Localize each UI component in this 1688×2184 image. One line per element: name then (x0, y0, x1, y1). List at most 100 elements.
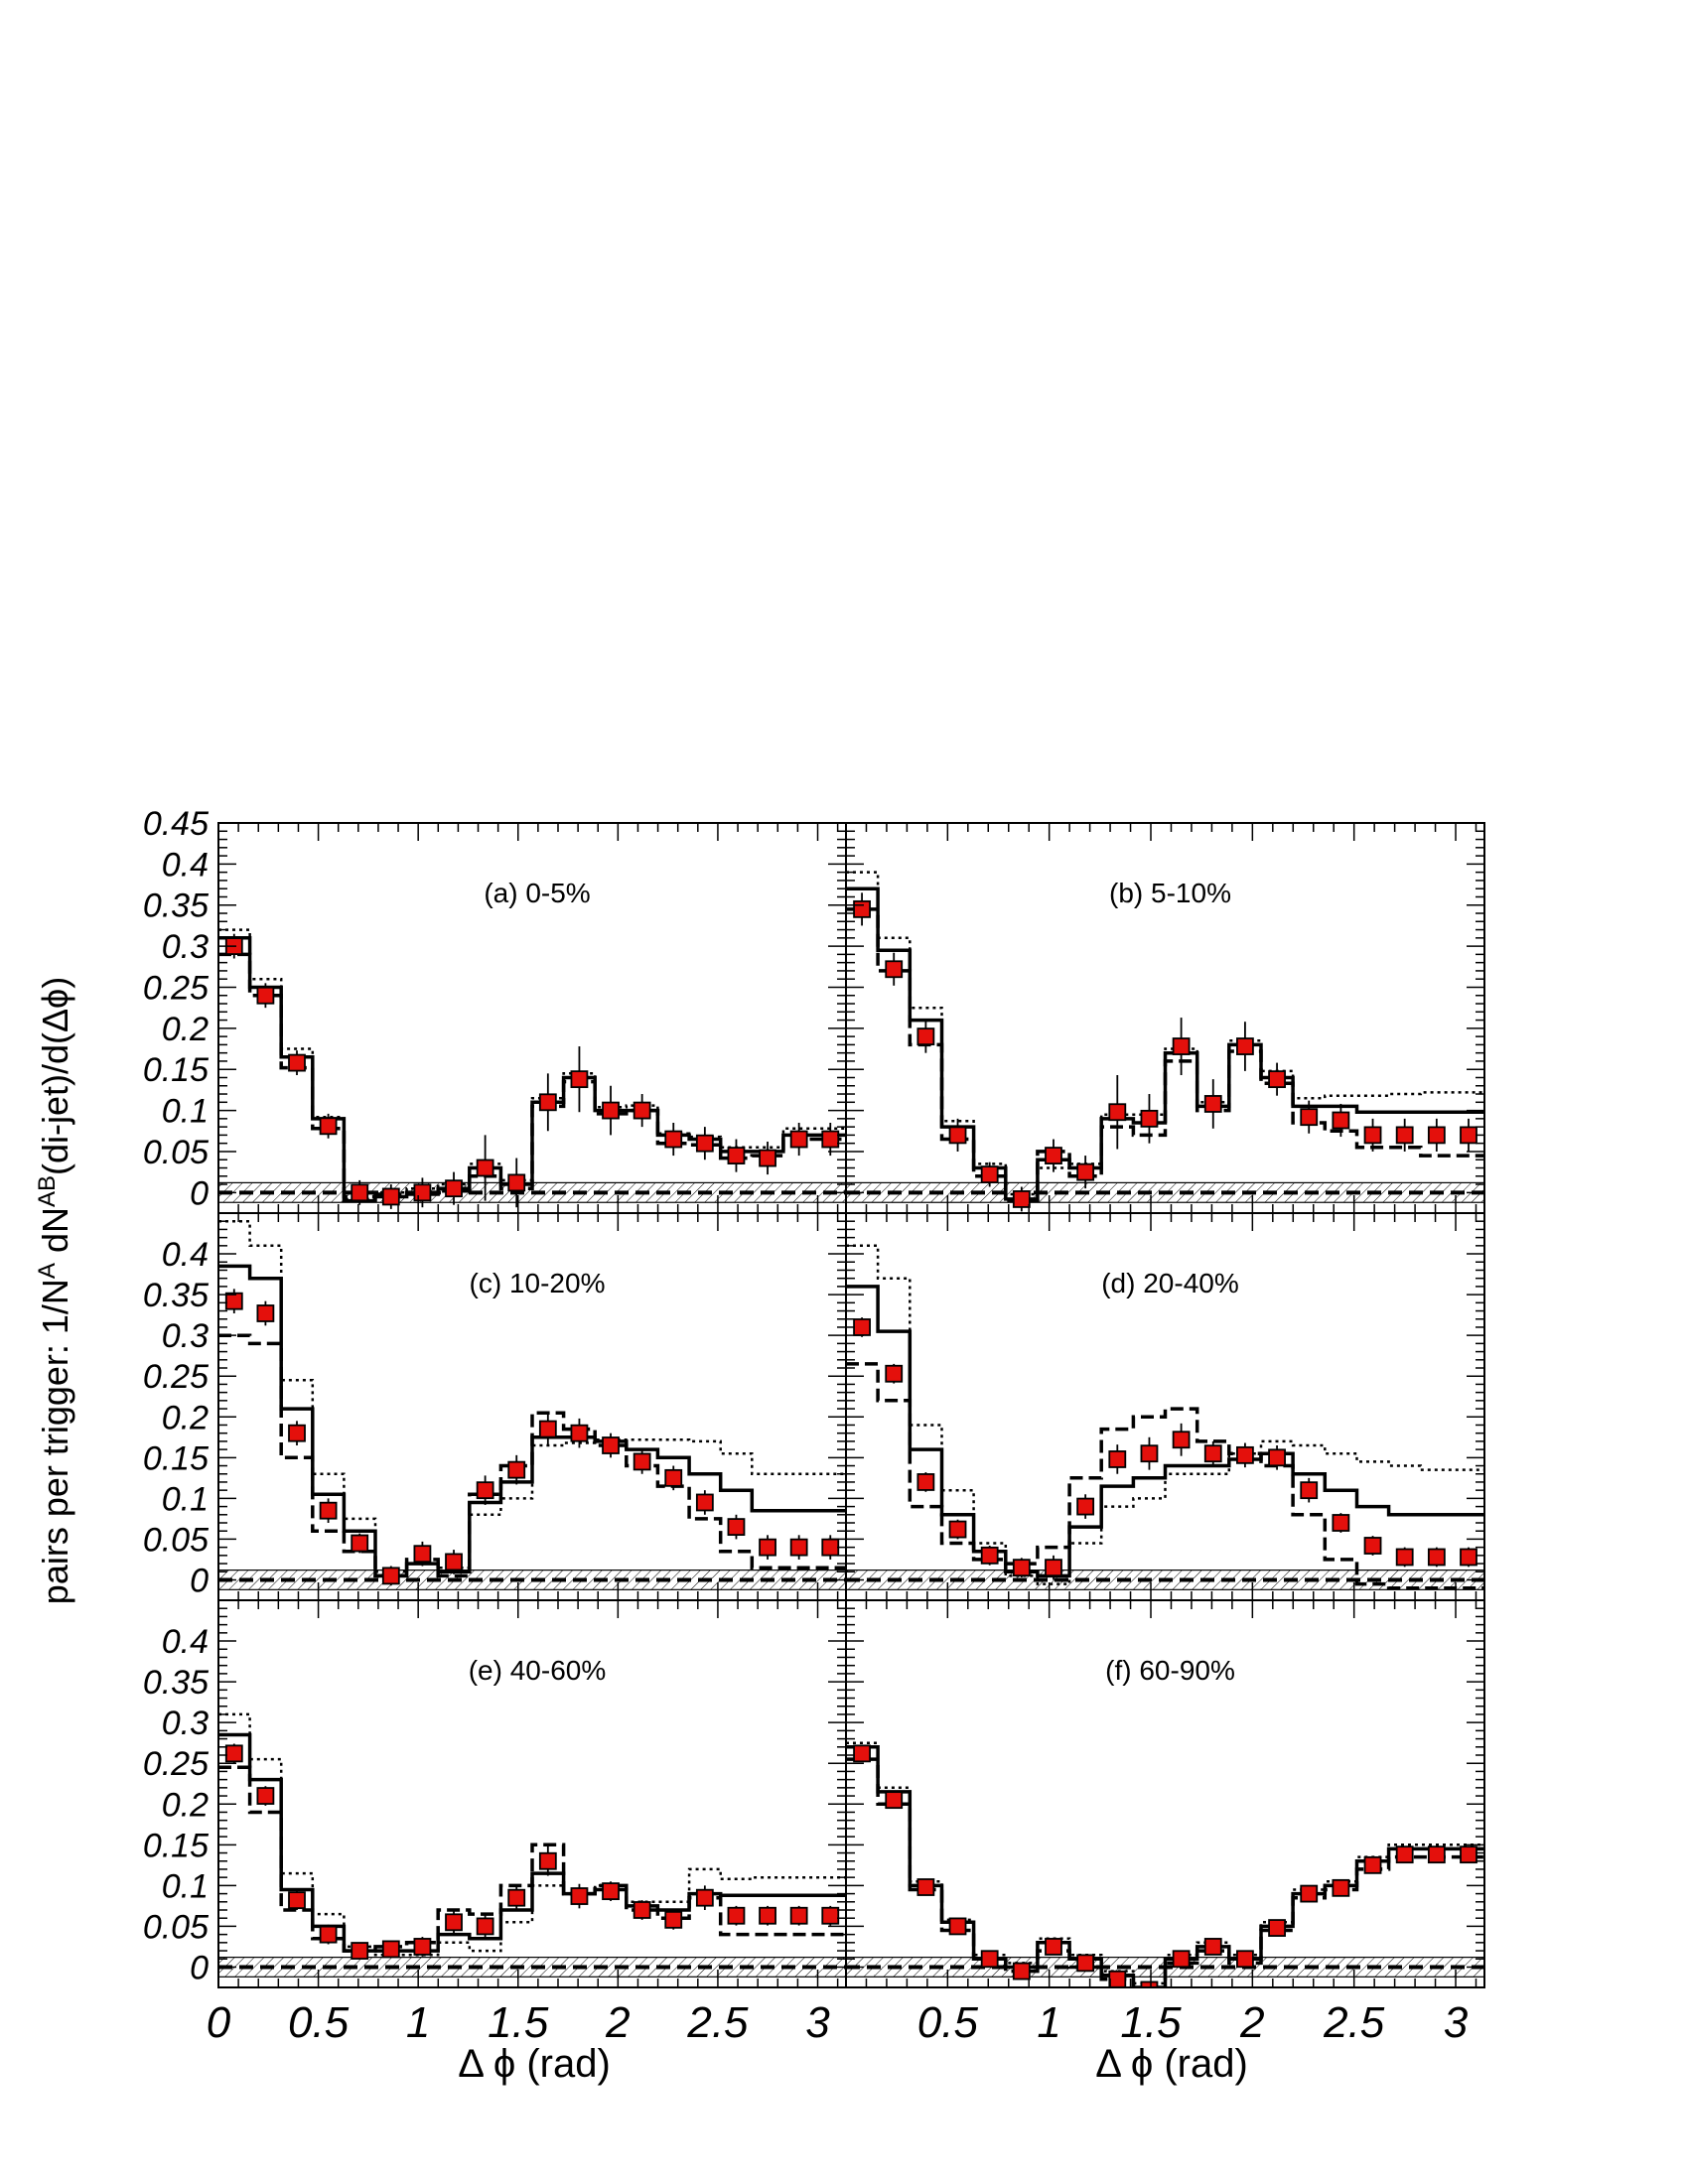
data-point (633, 1452, 651, 1471)
panel-plot-area (846, 871, 1484, 1212)
panel-plot-area (218, 1712, 846, 1978)
data-point (476, 1481, 494, 1500)
data-point (413, 1545, 432, 1564)
y-axis-title-sup-ab: AB (34, 1175, 61, 1207)
x-tick-label: 3 (1444, 1998, 1469, 2047)
data-point (664, 1468, 683, 1487)
data-point (445, 1179, 463, 1198)
data-point (288, 1891, 306, 1910)
x-tick-label: 0 (207, 1998, 231, 2047)
x-tick-label: 1 (406, 1998, 430, 2047)
data-point (413, 1938, 432, 1956)
data-point (821, 1906, 840, 1925)
data-point (476, 1159, 494, 1177)
data-point (1045, 1559, 1062, 1577)
data-point (1332, 1514, 1350, 1532)
y-tick-label: 0.4 (162, 846, 209, 884)
data-point (1140, 1980, 1159, 1987)
data-point (853, 899, 871, 918)
y-tick-label: 0.2 (162, 1786, 209, 1824)
data-point (381, 1940, 400, 1959)
data-point (980, 1546, 999, 1565)
data-point (853, 1318, 871, 1336)
y-tick-label: 0.4 (162, 1236, 209, 1274)
y-tick-label: 0.3 (162, 1317, 209, 1355)
data-point (351, 1942, 369, 1960)
data-point (789, 1538, 808, 1557)
data-point (789, 1906, 808, 1925)
y-tick-label: 0.35 (143, 887, 209, 925)
x-tick-label: 2.5 (686, 1998, 749, 2047)
data-point (695, 1134, 714, 1153)
data-point (1203, 1095, 1222, 1113)
data-point (916, 1027, 935, 1046)
data-point (1172, 1037, 1191, 1055)
x-tick-label: 1.5 (488, 1998, 549, 2047)
histogram-dashed (846, 1362, 1484, 1590)
data-point (633, 1901, 651, 1919)
data-point (1363, 1126, 1382, 1145)
data-point (1203, 1444, 1222, 1463)
data-point (256, 986, 275, 1005)
data-point (759, 1906, 776, 1925)
data-point (1395, 1548, 1414, 1567)
data-point (1172, 1431, 1191, 1449)
histogram-dashed (846, 1757, 1484, 1987)
data-point (1332, 1878, 1350, 1897)
data-point (1427, 1548, 1446, 1567)
data-point (1140, 1444, 1159, 1463)
panel-label: (b) 5-10% (1109, 878, 1231, 908)
data-point (256, 1304, 275, 1322)
data-point (1300, 1481, 1319, 1500)
panel-plot-area (218, 1219, 846, 1590)
data-point (948, 1126, 967, 1145)
data-point (1203, 1938, 1222, 1956)
y-tick-label: 0.05 (143, 1521, 209, 1559)
data-point (664, 1130, 683, 1149)
data-point (664, 1910, 683, 1929)
data-point (602, 1101, 620, 1120)
data-point (602, 1436, 620, 1454)
data-point (602, 1882, 620, 1901)
x-tick-label: 1 (1037, 1998, 1060, 2047)
y-axis-title: pairs per trigger: 1/NA dNAB(di-jet)/d(Δ… (34, 977, 76, 1604)
data-point (759, 1149, 776, 1167)
y-tick-label: 0.45 (143, 805, 209, 843)
data-point (445, 1913, 463, 1932)
y-axis-title-dn: dN (35, 1207, 75, 1263)
data-point (288, 1424, 306, 1442)
data-point (1300, 1884, 1319, 1903)
data-point (885, 960, 904, 979)
data-point (727, 1147, 746, 1164)
data-point (695, 1493, 714, 1512)
data-point (476, 1917, 494, 1936)
data-point (1268, 1448, 1286, 1467)
data-point (727, 1906, 746, 1925)
data-point (1108, 1450, 1127, 1468)
data-point (1012, 1559, 1031, 1577)
data-point (1460, 1126, 1477, 1145)
x-tick-label: 2 (1239, 1998, 1264, 2047)
data-point (1172, 1950, 1191, 1969)
y-tick-label: 0.15 (143, 1827, 209, 1864)
data-point (1460, 1548, 1477, 1567)
y-tick-label: 0.3 (162, 1705, 209, 1742)
x-axis-title-right: Δ ϕ (rad) (1095, 2042, 1248, 2086)
y-tick-label: 0 (190, 1174, 209, 1212)
y-axis-title-end: (di-jet)/d(Δϕ) (35, 977, 75, 1175)
data-point (351, 1183, 369, 1202)
panel-c: 0.40.350.30.250.20.150.10.050 (c) 10-20% (143, 1212, 847, 1601)
y-tick-label: 0.05 (143, 1908, 209, 1946)
data-point (1460, 1845, 1477, 1864)
data-point (1140, 1109, 1159, 1128)
y-tick-label: 0.35 (143, 1664, 209, 1702)
panel-frame (845, 1599, 1485, 1988)
data-point (538, 1420, 557, 1438)
y-tick-label: 0.1 (162, 1093, 209, 1131)
y-tick-label: 0.1 (162, 1480, 209, 1518)
data-point (1108, 1103, 1127, 1122)
x-axis-title-left: Δ ϕ (rad) (458, 2042, 611, 2086)
panel-label: (a) 0-5% (484, 878, 590, 908)
data-point (1332, 1111, 1350, 1130)
data-point (759, 1538, 776, 1557)
